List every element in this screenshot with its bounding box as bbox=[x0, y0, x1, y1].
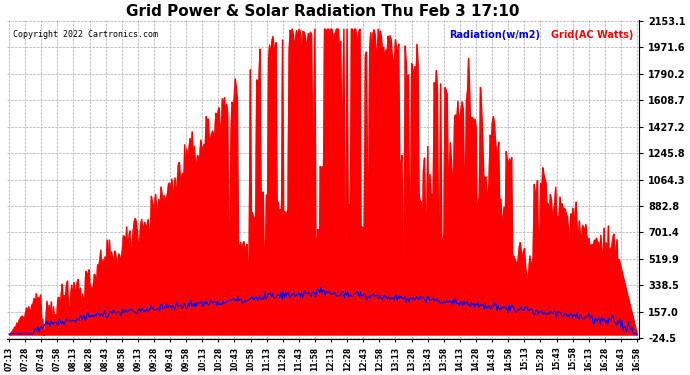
Text: Copyright 2022 Cartronics.com: Copyright 2022 Cartronics.com bbox=[13, 30, 158, 39]
Title: Grid Power & Solar Radiation Thu Feb 3 17:10: Grid Power & Solar Radiation Thu Feb 3 1… bbox=[126, 4, 520, 19]
Text: Radiation(w/m2): Radiation(w/m2) bbox=[449, 30, 540, 40]
Text: Grid(AC Watts): Grid(AC Watts) bbox=[551, 30, 633, 40]
